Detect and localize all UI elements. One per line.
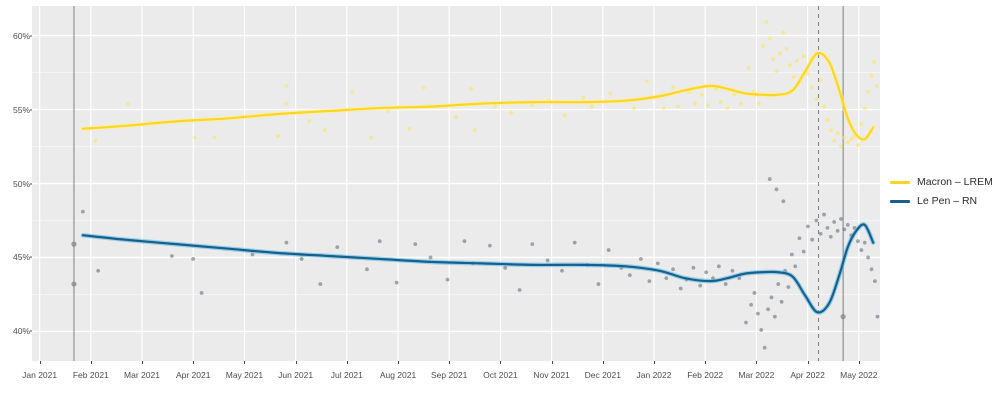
y-tick-mark xyxy=(30,109,32,111)
trend-line-lepen xyxy=(81,223,875,314)
x-tick-mark xyxy=(346,361,348,364)
y-tick-mark xyxy=(30,330,32,332)
x-tick-mark xyxy=(807,361,809,364)
plot-panel xyxy=(32,6,880,361)
legend-item-lepen[interactable]: Le Pen – RN xyxy=(890,195,993,207)
x-tick-label: Nov 2021 xyxy=(533,370,570,380)
legend-swatch-macron xyxy=(890,180,910,184)
trend-halo-macron xyxy=(80,50,876,142)
x-tick-mark xyxy=(39,361,41,364)
y-tick-label: 50% xyxy=(12,178,30,189)
x-tick-mark xyxy=(295,361,297,364)
scatter-macron xyxy=(93,20,879,149)
x-tick-label: Apr 2021 xyxy=(175,370,211,380)
y-tick-mark xyxy=(30,183,32,184)
legend-swatch-lepen xyxy=(890,199,910,203)
x-tick-label: Sep 2021 xyxy=(431,370,468,380)
x-tick-label: May 2022 xyxy=(840,370,878,380)
x-tick-mark xyxy=(90,361,92,364)
trend-halo-lepen xyxy=(80,222,876,315)
x-tick-mark xyxy=(756,361,758,364)
y-tick-mark xyxy=(30,35,32,37)
x-tick-mark xyxy=(500,361,502,364)
y-tick-label: 40% xyxy=(12,326,30,337)
x-tick-label: May 2021 xyxy=(225,370,264,380)
legend-item-macron[interactable]: Macron – LREM xyxy=(890,176,993,188)
x-tick-mark xyxy=(858,361,860,364)
x-tick-mark xyxy=(551,361,553,364)
x-tick-label: Jun 2021 xyxy=(278,370,314,380)
x-tick-mark xyxy=(193,361,195,364)
x-tick-label: Oct 2021 xyxy=(483,370,518,380)
y-tick-label: 45% xyxy=(12,252,30,263)
x-tick-label: Mar 2022 xyxy=(738,370,775,380)
x-tick-label: Aug 2021 xyxy=(379,370,417,380)
x-tick-label: Apr 2022 xyxy=(790,370,825,380)
y-tick-label: 60% xyxy=(12,30,30,41)
x-tick-mark xyxy=(602,361,604,364)
x-tick-label: Feb 2022 xyxy=(687,370,724,380)
chart-legend: Macron – LREM Le Pen – RN xyxy=(890,176,993,207)
x-tick-label: Feb 2021 xyxy=(72,370,109,380)
x-tick-mark xyxy=(705,361,707,364)
x-tick-label: Jul 2021 xyxy=(330,370,363,380)
y-tick-mark xyxy=(30,256,32,258)
plot-canvas xyxy=(32,6,880,361)
x-tick-mark xyxy=(142,361,144,364)
x-tick-label: Mar 2021 xyxy=(124,370,160,380)
x-tick-label: Dec 2021 xyxy=(584,370,621,380)
x-tick-mark xyxy=(654,361,655,364)
x-tick-label: Jan 2022 xyxy=(636,370,672,380)
trend-line-macron xyxy=(81,51,875,141)
x-tick-label: Jan 2021 xyxy=(22,370,58,380)
x-tick-mark xyxy=(244,361,246,364)
legend-label-macron: Macron – LREM xyxy=(917,176,993,188)
legend-label-lepen: Le Pen – RN xyxy=(917,195,978,207)
y-tick-label: 55% xyxy=(12,104,30,115)
x-tick-mark xyxy=(398,361,400,364)
x-tick-mark xyxy=(449,361,451,364)
